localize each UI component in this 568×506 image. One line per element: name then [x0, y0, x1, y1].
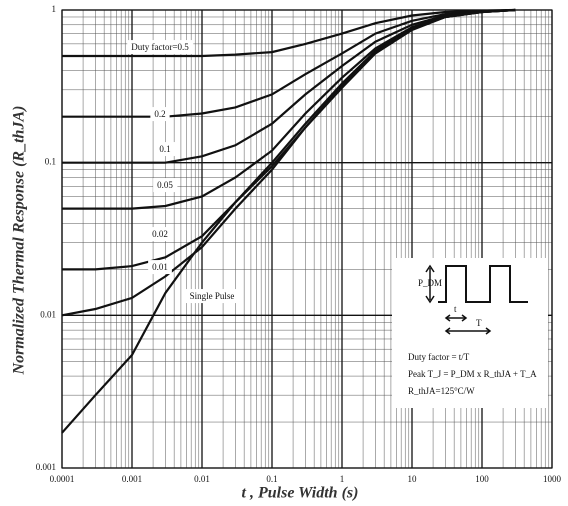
series-label: 0.1	[159, 144, 170, 154]
series-label-bg	[127, 40, 194, 55]
series-line	[62, 8, 516, 118]
series-label: 0.05	[157, 180, 173, 190]
series-label: 0.02	[152, 229, 168, 239]
series-line	[61, 8, 516, 434]
inset-text: Duty factor = t/T	[408, 352, 470, 362]
x-tick-label: 0.01	[194, 474, 210, 484]
inset: P_DMt T Duty factor = t/T Peak T_J = P_DM x…	[392, 258, 548, 408]
x-tick-label: 1	[340, 474, 345, 484]
inset-text: Peak T_J = P_DM x R_thJA + T_A	[408, 369, 537, 379]
y-tick-label: 1	[52, 4, 57, 14]
series-label: Single Pulse	[190, 291, 235, 301]
inset-box	[392, 258, 548, 408]
y-axis-title: Normalized Thermal Response (R_thJA)	[11, 106, 28, 376]
y-tick-label: 0.001	[36, 462, 56, 472]
inset-text: P_DM	[418, 278, 442, 288]
series-label: 0.01	[152, 262, 168, 272]
series-label-bg	[150, 107, 170, 122]
inset-text: R_thJA=125°C/W	[408, 386, 475, 396]
series-label: 0.2	[154, 109, 165, 119]
series-label-bg	[185, 289, 239, 304]
pulse-wave	[438, 265, 528, 303]
series-label-bg	[153, 178, 178, 193]
series-line	[62, 8, 516, 58]
y-tick-label: 0.01	[40, 309, 56, 319]
x-tick-label: 100	[475, 474, 489, 484]
x-tick-label: 0.0001	[50, 474, 75, 484]
series-label: Duty factor=0.5	[131, 42, 189, 52]
series-label-bg	[155, 142, 175, 157]
series-label-bg	[148, 227, 172, 242]
y-tick-label: 0.1	[45, 157, 56, 167]
x-tick-label: 10	[408, 474, 418, 484]
x-tick-label: 0.1	[266, 474, 277, 484]
series-label-bg	[148, 260, 172, 275]
inset-text: T	[476, 318, 482, 328]
x-axis-title: t , Pulse Width (s)	[242, 485, 359, 502]
inset-text: t	[454, 304, 457, 314]
x-tick-label: 0.001	[122, 474, 142, 484]
x-tick-label: 1000	[543, 474, 562, 484]
